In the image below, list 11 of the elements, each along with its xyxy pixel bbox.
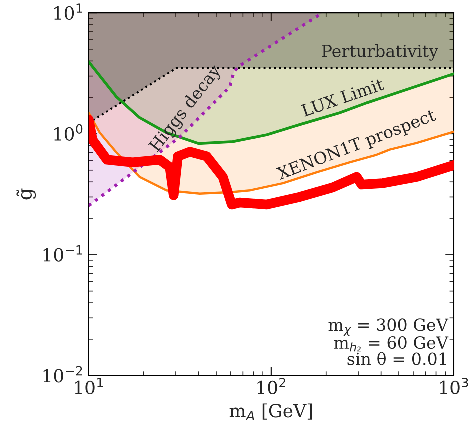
y-axis-title: g̃ xyxy=(16,188,36,200)
x-tick-label: 10$^{3}$ xyxy=(440,378,468,395)
y-tick-label: 10$^{0}$ xyxy=(54,124,83,141)
x-tick-label: 10$^{1}$ xyxy=(75,378,104,395)
annotation: m$_{χ}$ = 300 GeV m$_{h₂}$ = 60 GeV sin θ = 0.01 xyxy=(328,318,449,366)
text: LUX Limit xyxy=(301,78,386,118)
x-tick-label: 10$^{2}$ xyxy=(258,378,286,395)
x-axis-title: m$_{A}$ [GeV] xyxy=(230,404,312,420)
y-tick-label: 10$^{−1}$ xyxy=(44,246,82,262)
series-label: Perturbativity xyxy=(322,44,438,61)
y-tick-label: 10$^{1}$ xyxy=(54,4,82,20)
